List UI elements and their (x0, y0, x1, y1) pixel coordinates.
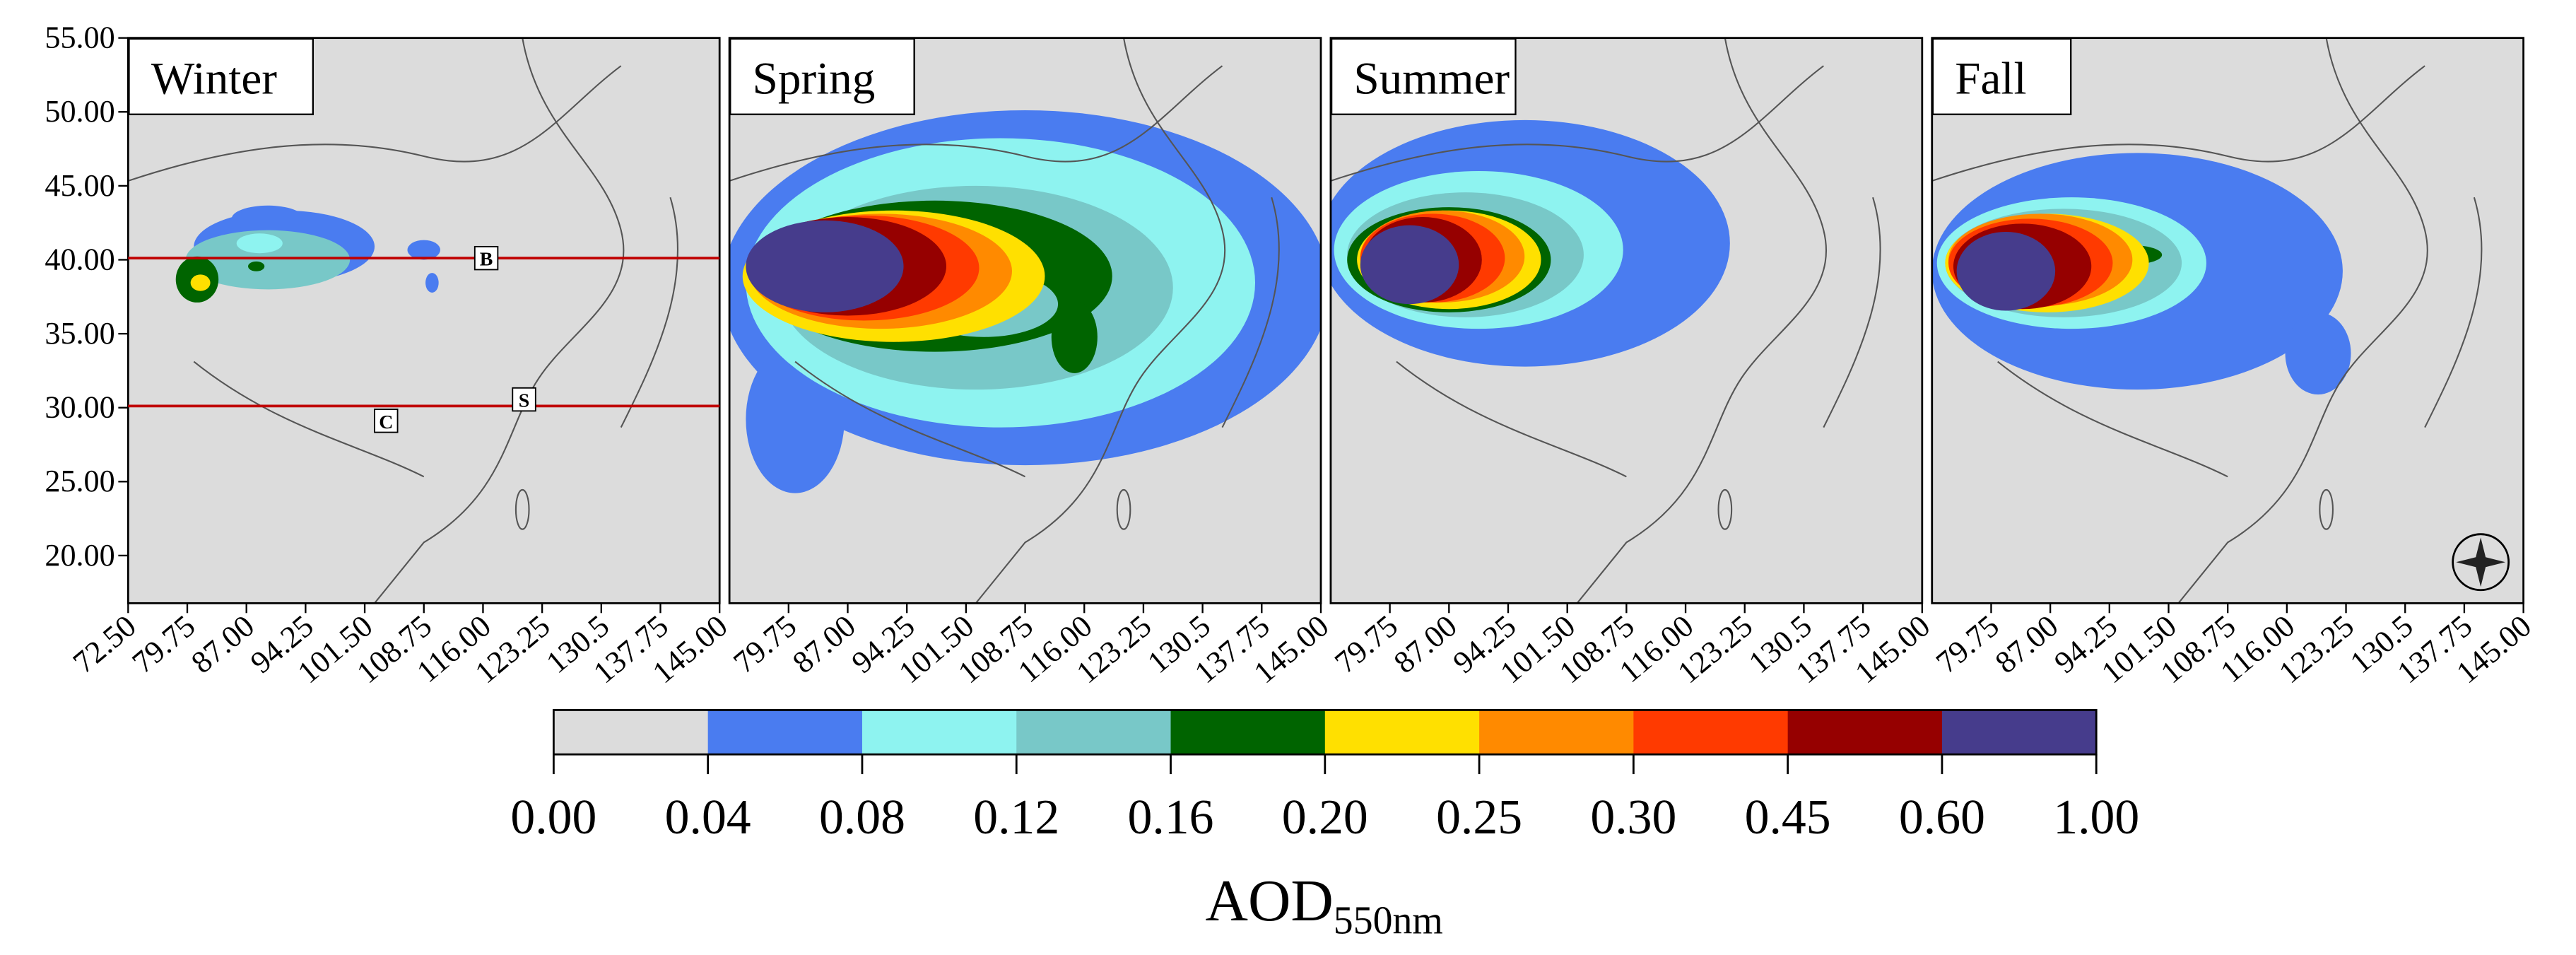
colorbar-tick-label: 1.00 (2053, 790, 2139, 845)
colorbar-tick-label: 0.12 (973, 790, 1059, 845)
aod-region (236, 233, 283, 254)
island (2319, 488, 2334, 530)
colorbar-title-main: AOD (1206, 868, 1334, 934)
aod-region (425, 273, 439, 293)
colorbar-tick-label: 0.16 (1128, 790, 1214, 845)
map-panel (1931, 37, 2524, 604)
x-tick-label: 87.00 (786, 609, 862, 680)
y-tick-label: 40.00 (45, 242, 114, 276)
colorbar-tick-label: 0.60 (1899, 790, 1985, 845)
coastline (1330, 37, 1881, 604)
map-background (128, 37, 720, 604)
coastline (1931, 37, 2483, 604)
aod-region (248, 261, 265, 271)
coastline (128, 37, 679, 604)
panel-title-box (1931, 37, 2072, 115)
panel-title-box (1330, 37, 1517, 115)
colorbar-segment (1479, 710, 1635, 755)
colorbar-segment (553, 710, 709, 755)
colorbar-segment (707, 710, 864, 755)
section-label: B (480, 249, 493, 271)
colorbar-tick-label: 0.08 (819, 790, 905, 845)
island (1717, 488, 1733, 530)
y-tick-label: 55.00 (45, 20, 114, 55)
section-label-box (512, 387, 536, 412)
y-tick-label: 30.00 (45, 390, 114, 425)
aod-region (407, 240, 440, 260)
panel-title: Summer (1353, 54, 1510, 105)
aod-region (231, 205, 305, 232)
x-tick-label: 87.00 (184, 609, 261, 680)
colorbar-title-subscript: 550nm (1334, 899, 1443, 943)
x-tick-label: 87.00 (1989, 609, 2065, 680)
y-tick-label: 25.00 (45, 464, 114, 498)
section-label: S (519, 390, 530, 412)
panel-title-box (729, 37, 915, 115)
colorbar-tick-label: 0.45 (1745, 790, 1831, 845)
map-panel (128, 37, 720, 604)
island (1116, 488, 1131, 530)
colorbar-tick-label: 0.20 (1282, 790, 1368, 845)
island (514, 488, 530, 530)
y-tick-label: 50.00 (45, 94, 114, 129)
aod-region (2285, 312, 2351, 395)
aod-region (1956, 231, 2056, 311)
x-tick-label: 72.50 (66, 609, 143, 680)
aod-region (746, 220, 904, 312)
colorbar-segment (1941, 710, 2098, 755)
y-tick-label: 20.00 (45, 538, 114, 573)
colorbar-tick-label: 0.04 (665, 790, 751, 845)
y-tick-label: 45.00 (45, 168, 114, 203)
x-tick-label: 79.75 (727, 609, 804, 680)
aod-region (1360, 225, 1459, 305)
panel-title-box (128, 37, 314, 115)
colorbar-tick-label: 0.25 (1436, 790, 1522, 845)
colorbar-segment (1324, 710, 1481, 755)
colorbar-segment (1170, 710, 1326, 755)
colorbar-tick-label: 0.00 (510, 790, 596, 845)
colorbar-tick-label: 0.30 (1590, 790, 1676, 845)
panel-title: Spring (753, 54, 876, 105)
colorbar-segment (1633, 710, 1789, 755)
y-tick-label: 35.00 (45, 316, 114, 351)
section-label-box (474, 245, 499, 271)
aod-region (185, 230, 351, 290)
map-panel (1330, 37, 1922, 604)
panel-title: Winter (151, 54, 277, 105)
section-label-box (374, 409, 399, 433)
aod-region (1051, 300, 1098, 373)
panel-title: Fall (1955, 54, 2026, 105)
colorbar-segment (861, 710, 1018, 755)
compass-ring (2452, 533, 2510, 592)
x-tick-label: 87.00 (1387, 609, 1464, 680)
map-panel (729, 37, 1321, 604)
colorbar-segment (1016, 710, 1172, 755)
colorbar-segment (1787, 710, 1943, 755)
x-tick-label: 79.75 (1328, 609, 1404, 680)
compass-star (2456, 537, 2506, 587)
colorbar-title: AOD550nm (1206, 868, 1443, 943)
coastline (729, 37, 1280, 604)
aod-region (190, 274, 211, 291)
x-tick-label: 79.75 (126, 609, 202, 680)
section-label: C (379, 411, 393, 433)
x-tick-label: 79.75 (1929, 609, 2006, 680)
